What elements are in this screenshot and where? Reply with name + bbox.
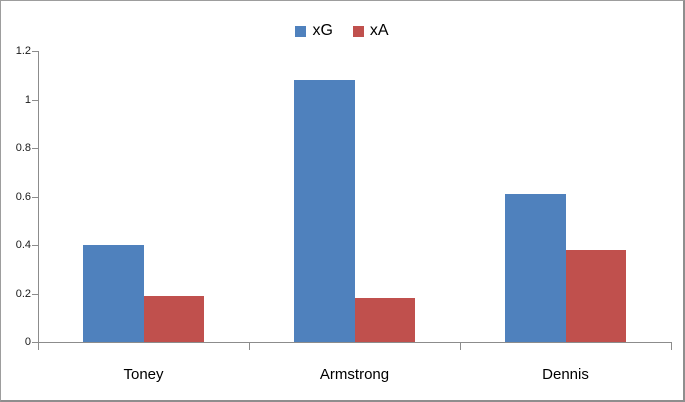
x-tick <box>671 342 672 350</box>
category-label-dennis: Dennis <box>542 366 589 383</box>
y-tick <box>32 99 38 101</box>
legend-item-xa: xA <box>352 22 389 39</box>
y-tick <box>32 293 38 295</box>
y-tick-label: 0.4 <box>15 239 31 251</box>
legend-label-xg: xG <box>312 22 333 39</box>
bar-toney-xa <box>143 295 204 342</box>
y-tick-label: 0 <box>24 336 31 348</box>
x-tick <box>460 342 461 350</box>
y-tick-label: 0.8 <box>15 142 31 154</box>
category-label-armstrong: Armstrong <box>319 366 390 383</box>
y-tick <box>32 196 38 198</box>
legend-swatch-xa <box>352 25 364 37</box>
legend-item-xg: xG <box>295 22 333 39</box>
y-tick <box>32 245 38 246</box>
y-tick <box>32 148 38 149</box>
y-tick <box>32 342 38 343</box>
bar-dennis-xg <box>505 194 566 342</box>
y-axis-line <box>38 51 39 350</box>
category-label-toney: Toney <box>123 366 164 383</box>
bar-armstrong-xa <box>354 298 415 342</box>
y-tick-label: 1.2 <box>15 45 31 57</box>
bar-armstrong-xg <box>294 80 355 342</box>
y-tick-label: 0.2 <box>15 287 31 300</box>
legend-label-xa: xA <box>369 22 389 39</box>
y-tick-label: 0.6 <box>15 190 31 203</box>
x-axis-line <box>38 342 672 343</box>
legend-swatch-xg <box>295 25 307 37</box>
bar-toney-xg <box>83 245 144 342</box>
y-tick <box>32 51 38 52</box>
chart-legend: xG xA <box>1 23 683 39</box>
bar-dennis-xa <box>565 249 626 342</box>
y-tick-label: 1 <box>24 93 31 106</box>
x-tick <box>249 342 250 350</box>
